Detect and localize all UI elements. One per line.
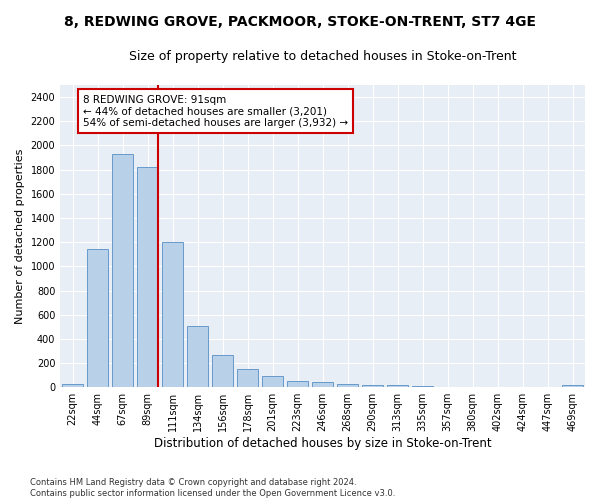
Bar <box>437 386 458 387</box>
X-axis label: Distribution of detached houses by size in Stoke-on-Trent: Distribution of detached houses by size … <box>154 437 491 450</box>
Bar <box>562 385 583 387</box>
Bar <box>387 386 408 387</box>
Bar <box>137 167 158 387</box>
Y-axis label: Number of detached properties: Number of detached properties <box>15 148 25 324</box>
Bar <box>162 242 183 387</box>
Text: 8, REDWING GROVE, PACKMOOR, STOKE-ON-TRENT, ST7 4GE: 8, REDWING GROVE, PACKMOOR, STOKE-ON-TRE… <box>64 15 536 29</box>
Bar <box>112 154 133 387</box>
Bar <box>287 381 308 387</box>
Bar <box>312 382 333 387</box>
Bar <box>337 384 358 387</box>
Bar <box>62 384 83 387</box>
Bar <box>462 386 483 387</box>
Bar <box>187 326 208 387</box>
Bar <box>537 386 558 387</box>
Bar <box>512 386 533 387</box>
Bar <box>237 369 258 387</box>
Bar <box>262 376 283 387</box>
Bar <box>212 355 233 387</box>
Bar <box>412 386 433 387</box>
Bar <box>87 250 108 387</box>
Text: Contains HM Land Registry data © Crown copyright and database right 2024.
Contai: Contains HM Land Registry data © Crown c… <box>30 478 395 498</box>
Title: Size of property relative to detached houses in Stoke-on-Trent: Size of property relative to detached ho… <box>129 50 517 63</box>
Bar <box>487 386 508 387</box>
Bar <box>362 385 383 387</box>
Text: 8 REDWING GROVE: 91sqm
← 44% of detached houses are smaller (3,201)
54% of semi-: 8 REDWING GROVE: 91sqm ← 44% of detached… <box>83 94 348 128</box>
